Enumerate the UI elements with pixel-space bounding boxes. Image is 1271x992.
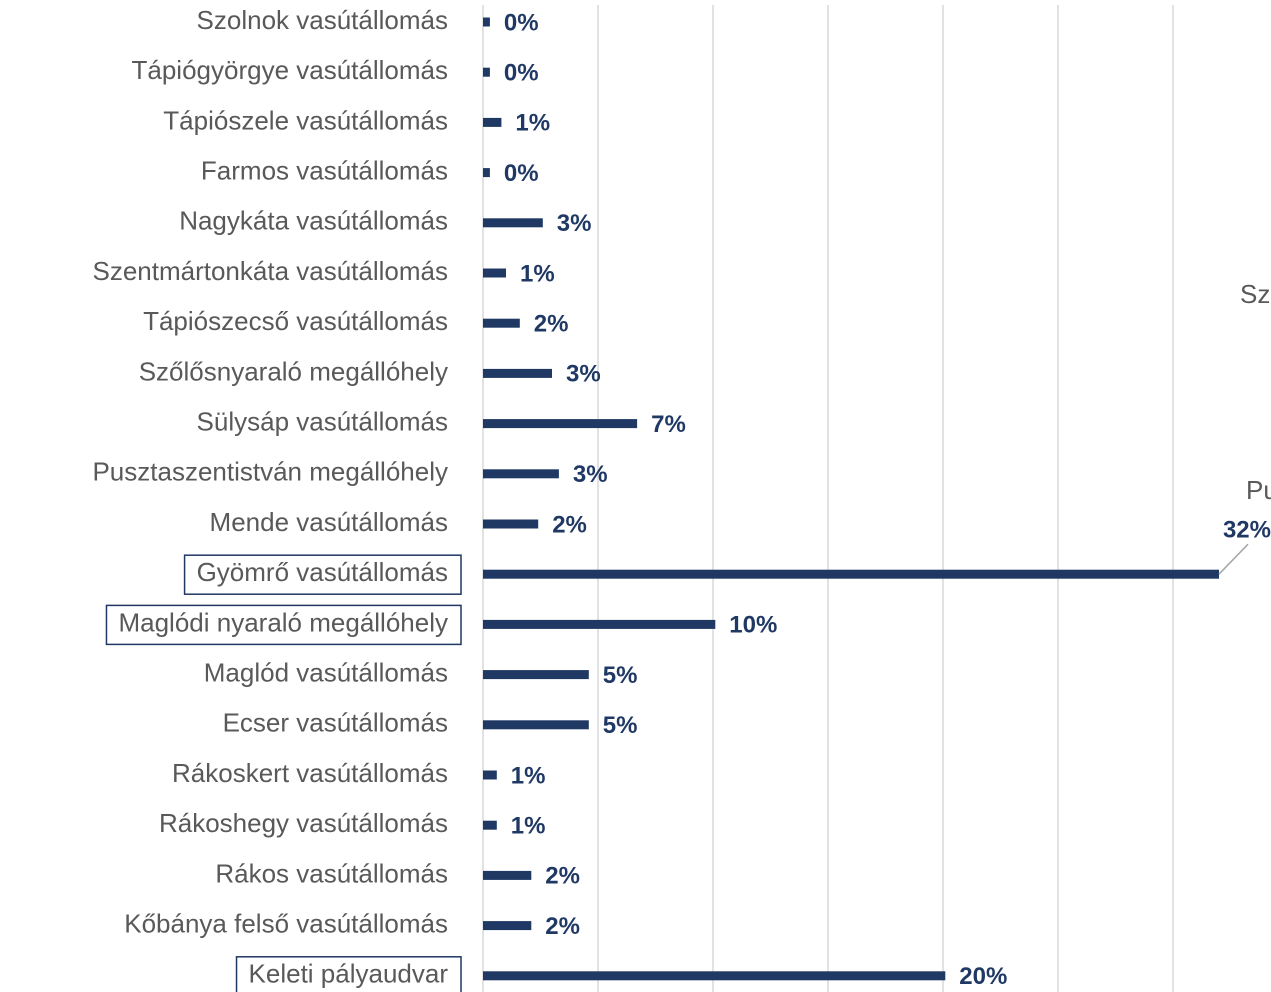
category-label: Maglód vasútállomás xyxy=(204,657,448,687)
bar xyxy=(483,469,559,479)
category-label: Pusztaszentistván megállóhely xyxy=(92,457,448,487)
bar xyxy=(483,971,946,981)
value-label: 1% xyxy=(520,260,555,287)
value-label: 2% xyxy=(552,511,587,538)
category-label: Maglódi nyaraló megállóhely xyxy=(118,607,448,637)
leader-line xyxy=(1218,543,1249,575)
category-label: Mende vasútállomás xyxy=(210,507,448,537)
value-label: 5% xyxy=(603,712,638,739)
category-label: Szőlősnyaraló megállóhely xyxy=(139,356,448,386)
value-label: 0% xyxy=(504,9,539,36)
value-label: 2% xyxy=(545,863,580,890)
category-label: Kőbánya felső vasútállomás xyxy=(124,908,448,938)
value-label: 3% xyxy=(566,361,601,388)
value-label: 7% xyxy=(651,411,686,438)
annotation: Pu xyxy=(1246,475,1271,505)
bar xyxy=(483,67,490,77)
bar xyxy=(483,419,638,429)
category-label: Gyömrő vasútállomás xyxy=(197,557,448,587)
bar xyxy=(483,168,490,178)
bar xyxy=(483,720,589,730)
value-label: 5% xyxy=(603,662,638,689)
value-label: 20% xyxy=(959,963,1007,990)
annotation: Sz xyxy=(1240,279,1270,309)
bar xyxy=(483,268,506,278)
category-label: Szentmártonkáta vasútállomás xyxy=(92,256,448,286)
category-box xyxy=(105,604,462,646)
category-label: Nagykáta vasútállomás xyxy=(179,206,448,236)
value-label: 2% xyxy=(534,311,569,338)
category-label: Szolnok vasútállomás xyxy=(197,5,448,35)
category-label: Tápiószele vasútállomás xyxy=(163,105,448,135)
value-label: 32% xyxy=(1223,517,1271,544)
category-box xyxy=(235,956,462,992)
bar xyxy=(483,17,490,27)
category-label: Farmos vasútállomás xyxy=(201,155,448,185)
bar xyxy=(483,519,539,529)
category-label: Rákoskert vasútállomás xyxy=(172,758,448,788)
category-label: Keleti pályaudvar xyxy=(249,959,449,989)
bar xyxy=(483,820,497,830)
bar xyxy=(483,921,532,931)
value-label: 3% xyxy=(557,210,592,237)
bar xyxy=(483,770,497,780)
value-label: 1% xyxy=(515,110,550,137)
category-label: Ecser vasútállomás xyxy=(223,708,448,738)
bar xyxy=(483,368,552,378)
bar xyxy=(483,318,520,328)
category-label: Rákos vasútállomás xyxy=(215,858,448,888)
category-box xyxy=(183,554,462,595)
category-label: Tápiógyörgye vasútállomás xyxy=(132,55,449,85)
value-label: 1% xyxy=(511,813,546,840)
value-label: 1% xyxy=(511,762,546,789)
value-label: 0% xyxy=(504,60,539,87)
bar xyxy=(483,218,543,228)
category-label: Sülysáp vasútállomás xyxy=(197,406,448,436)
value-label: 2% xyxy=(545,913,580,940)
bar xyxy=(483,619,716,629)
category-label: Tápiószecső vasútállomás xyxy=(143,306,448,336)
value-label: 3% xyxy=(573,461,608,488)
bar xyxy=(483,117,502,127)
bar xyxy=(483,670,589,680)
bar xyxy=(483,870,532,880)
category-label: Rákoshegy vasútállomás xyxy=(159,808,448,838)
value-label: 0% xyxy=(504,160,539,187)
value-label: 10% xyxy=(729,612,777,639)
bar xyxy=(483,569,1219,579)
